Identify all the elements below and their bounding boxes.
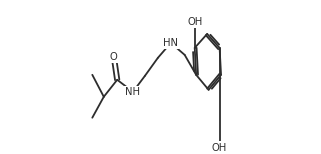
Text: O: O <box>110 52 118 62</box>
Text: OH: OH <box>187 17 202 27</box>
Text: OH: OH <box>212 143 227 153</box>
Text: HN: HN <box>163 38 178 48</box>
Text: NH: NH <box>126 87 141 97</box>
